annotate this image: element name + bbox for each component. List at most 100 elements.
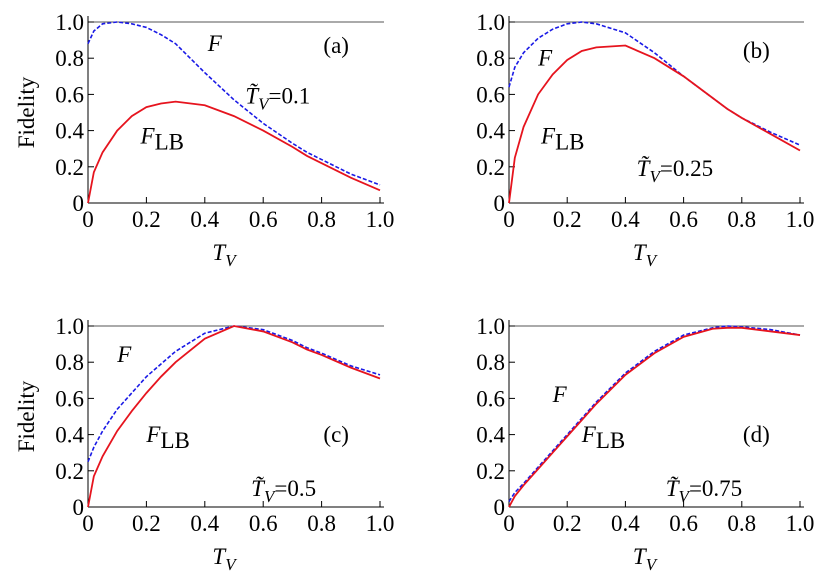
series-line: [508, 326, 801, 508]
y-tick-label: 1.0: [55, 10, 84, 35]
y-tick-label: 0.4: [476, 423, 505, 448]
panel-label: (a): [323, 33, 349, 58]
series-name: F: [537, 45, 553, 70]
series-line: [508, 325, 801, 503]
main-text: T̃: [637, 155, 652, 181]
series-label: F: [116, 342, 132, 367]
x-tick-label: 0: [82, 511, 94, 536]
parameter-label: T̃V=0.1: [245, 83, 310, 114]
y-tick-label: 0.6: [476, 82, 505, 107]
series-subscript: LB: [596, 428, 625, 453]
x-tick-label: 0.2: [553, 511, 582, 536]
x-tick-label: 0: [82, 207, 94, 232]
subscript: V: [646, 555, 659, 574]
x-tick-label: 0: [503, 207, 515, 232]
parameter-label: T̃V=0.25: [637, 155, 713, 186]
suffix: =0.75: [689, 476, 742, 501]
series-label: F: [552, 382, 568, 407]
subscript: V: [264, 487, 277, 506]
x-tick-label: 0.2: [553, 207, 582, 232]
y-tick-label: 0.2: [55, 155, 84, 180]
subscript: V: [649, 167, 662, 186]
y-tick-label: 0: [494, 495, 506, 520]
series-subscript: LB: [155, 129, 184, 154]
x-axis-label: TV: [633, 240, 659, 270]
series-name: F: [145, 422, 161, 447]
y-axis-label: Fidelity: [14, 380, 39, 452]
y-tick-label: 0.2: [476, 459, 505, 484]
panel-label: (c): [323, 422, 349, 447]
x-tick-label: 0.2: [132, 207, 161, 232]
parameter-label: T̃V=0.75: [666, 475, 742, 506]
subscript: V: [679, 487, 692, 506]
y-tick-label: 0.2: [55, 459, 84, 484]
series-name: F: [581, 422, 597, 447]
x-tick-label: 0: [503, 511, 515, 536]
series-label: F: [207, 31, 223, 56]
y-tick-label: 0.4: [55, 119, 84, 144]
subscript: V: [225, 555, 238, 574]
parameter-label: T̃V=0.5: [251, 475, 316, 506]
series-name: F: [140, 123, 156, 148]
y-tick-label: 0.6: [55, 82, 84, 107]
series-name: F: [207, 31, 223, 56]
main-text: T̃: [251, 475, 266, 501]
x-tick-label: 0.8: [307, 511, 336, 536]
series-label: F: [537, 45, 553, 70]
main-text: T̃: [245, 83, 260, 109]
x-tick-label: 0.2: [132, 511, 161, 536]
x-tick-label: 0.4: [611, 511, 640, 536]
panel-label: (b): [743, 38, 770, 63]
main-text: T̃: [666, 475, 681, 501]
x-axis-label: TV: [212, 544, 238, 574]
y-axis-label: Fidelity: [14, 76, 39, 148]
series-line: [508, 44, 801, 204]
series-name: F: [116, 342, 132, 367]
y-tick-label: 1.0: [55, 314, 84, 339]
x-tick-label: 1.0: [366, 207, 395, 232]
series-label: FLB: [145, 422, 189, 453]
subscript: V: [225, 251, 238, 270]
series-name: F: [552, 382, 568, 407]
series-subscript: LB: [160, 428, 189, 453]
y-tick-label: 0.2: [476, 155, 505, 180]
y-tick-label: 0: [73, 191, 85, 216]
series-label: FLB: [540, 123, 584, 154]
series-line: [87, 100, 381, 204]
x-axis-label: TV: [633, 544, 659, 574]
x-tick-label: 0.4: [611, 207, 640, 232]
subscript: V: [258, 94, 271, 113]
series-name: F: [540, 123, 556, 148]
main-text: T: [633, 240, 648, 265]
x-tick-label: 0.6: [669, 207, 698, 232]
x-tick-label: 0.6: [249, 207, 278, 232]
series-line: [87, 21, 381, 186]
x-tick-label: 0.8: [307, 207, 336, 232]
x-tick-label: 1.0: [786, 511, 815, 536]
x-tick-label: 0.6: [249, 511, 278, 536]
series-line: [87, 325, 381, 508]
panel-label: (d): [743, 422, 770, 447]
suffix: =0.1: [269, 83, 311, 108]
subscript: V: [646, 251, 659, 270]
y-tick-label: 0: [73, 495, 85, 520]
main-text: T: [212, 544, 227, 569]
x-tick-label: 0.4: [190, 511, 219, 536]
series-label: FLB: [140, 123, 184, 154]
series-line: [87, 325, 381, 463]
x-tick-label: 0.8: [727, 207, 756, 232]
y-tick-label: 1.0: [476, 314, 505, 339]
suffix: =0.5: [274, 476, 316, 501]
y-tick-label: 0.4: [476, 119, 505, 144]
x-tick-label: 0.6: [669, 511, 698, 536]
x-tick-label: 1.0: [366, 511, 395, 536]
y-tick-label: 0.8: [476, 46, 505, 71]
y-tick-label: 0: [494, 191, 506, 216]
x-tick-label: 1.0: [786, 207, 815, 232]
main-text: T: [212, 240, 227, 265]
y-tick-label: 0.6: [55, 386, 84, 411]
x-tick-label: 0.8: [727, 511, 756, 536]
series-line: [508, 21, 801, 146]
y-tick-label: 1.0: [476, 10, 505, 35]
